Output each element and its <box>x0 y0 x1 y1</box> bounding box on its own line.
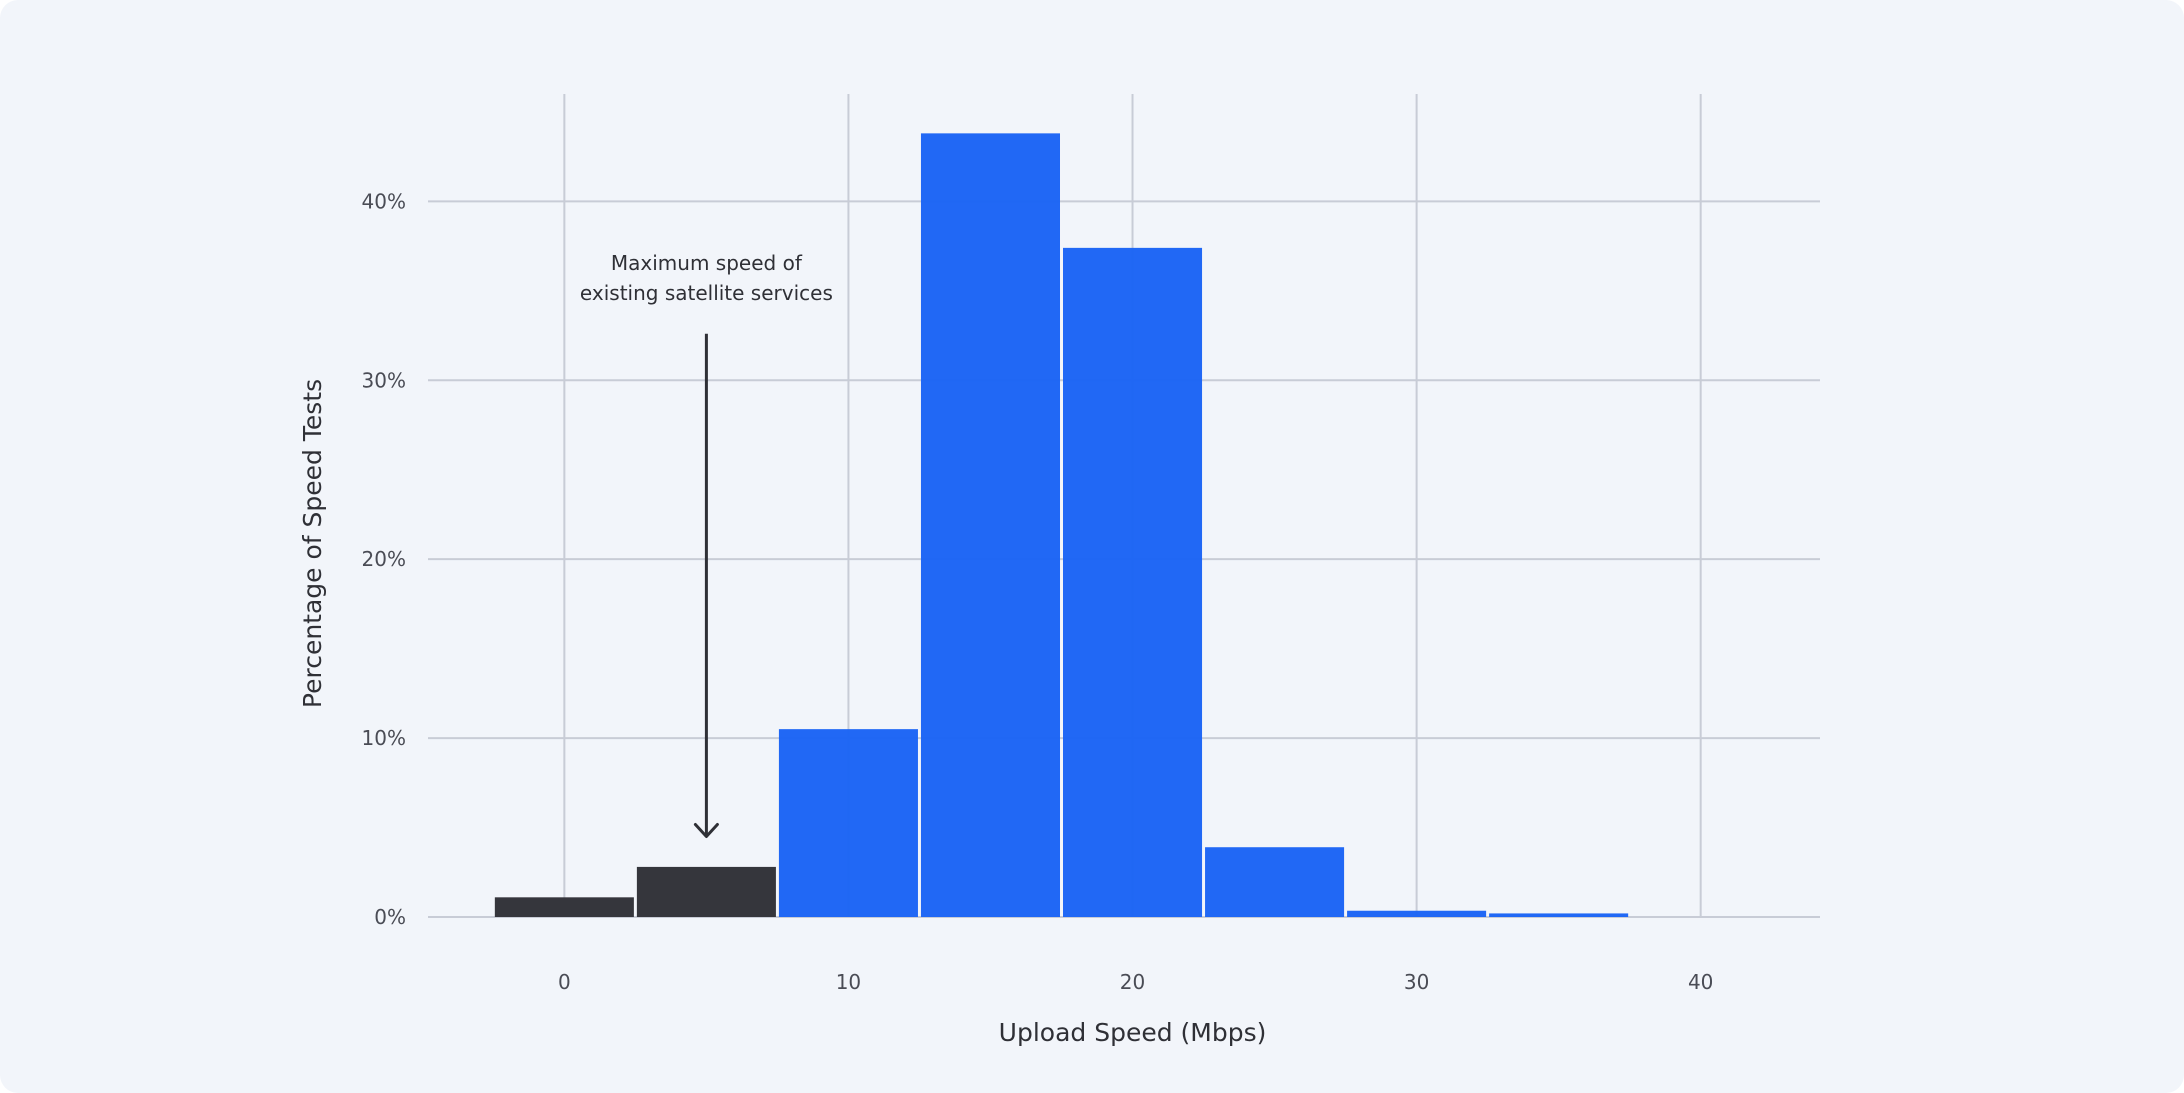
histogram-bar-existing <box>636 866 776 917</box>
x-tick-label: 0 <box>558 970 571 994</box>
annotation-text-line-2: existing satellite services <box>580 281 833 305</box>
histogram-bar-starlink <box>1205 847 1345 917</box>
y-tick-label: 40% <box>362 189 406 213</box>
x-tick-label: 40 <box>1688 970 1713 994</box>
histogram-bar-existing <box>494 897 634 917</box>
y-axis-tick-labels: 0% 10% 20% 30% 40% <box>362 189 406 929</box>
y-tick-label: 20% <box>362 547 406 571</box>
annotation: Maximum speed of existing satellite serv… <box>580 251 833 838</box>
x-axis-tick-labels: 0 10 20 30 40 <box>558 970 1713 994</box>
y-tick-label: 30% <box>362 368 406 392</box>
histogram-bar-starlink <box>1347 910 1487 917</box>
x-tick-label: 30 <box>1404 970 1429 994</box>
x-axis-title: Upload Speed (Mbps) <box>999 1018 1267 1047</box>
y-axis-title: Percentage of Speed Tests <box>298 379 327 708</box>
histogram-bar-starlink <box>920 133 1061 918</box>
y-tick-label: 10% <box>362 726 406 750</box>
histogram-bar-starlink <box>778 729 918 917</box>
histogram-bar-starlink <box>1063 247 1203 917</box>
histogram-bar-starlink <box>1489 913 1629 917</box>
x-tick-label: 20 <box>1120 970 1145 994</box>
y-tick-label: 0% <box>374 905 406 929</box>
annotation-arrow-head <box>693 822 719 838</box>
x-tick-label: 10 <box>836 970 861 994</box>
histogram-bars <box>494 133 1629 918</box>
annotation-text-line-1: Maximum speed of <box>611 251 803 275</box>
